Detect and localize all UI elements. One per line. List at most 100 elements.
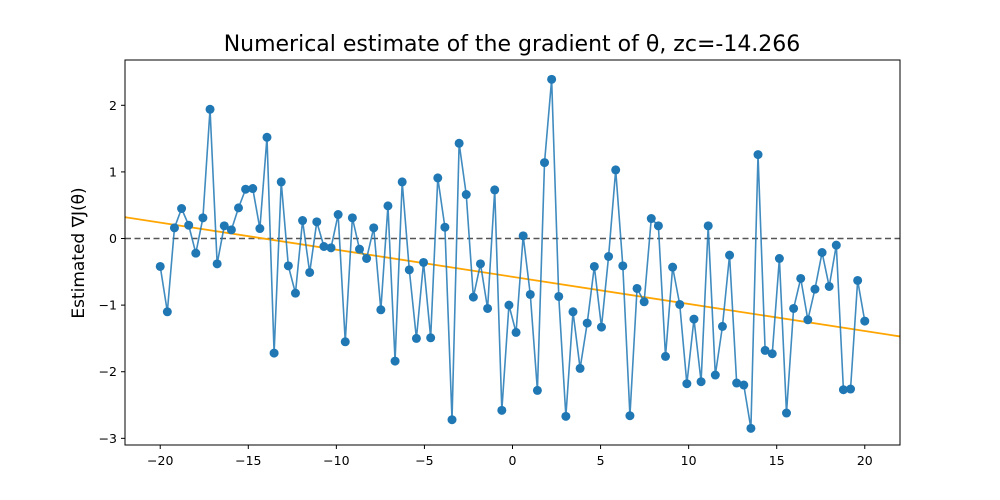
data-point [383, 201, 393, 211]
data-point [753, 150, 763, 160]
data-point [746, 423, 756, 433]
data-point [717, 321, 727, 331]
data-point [767, 349, 777, 359]
data-point [661, 351, 671, 361]
data-point [454, 138, 464, 148]
data-point [305, 267, 315, 277]
data-point [604, 251, 614, 261]
x-tick-label: 5 [597, 453, 605, 468]
x-tick-label: 0 [509, 453, 517, 468]
data-point [155, 261, 165, 271]
data-point [568, 307, 578, 317]
data-point [255, 224, 265, 234]
data-point [732, 378, 742, 388]
data-point [461, 190, 471, 200]
data-point [354, 244, 364, 254]
data-point [411, 333, 421, 343]
data-point [639, 297, 649, 307]
data-point [276, 177, 286, 187]
data-point [248, 184, 258, 194]
data-point [689, 314, 699, 324]
y-tick-label: 0 [109, 231, 117, 246]
data-point [177, 204, 187, 214]
data-point [611, 165, 621, 175]
y-tick-label: −2 [99, 364, 117, 379]
series-line [159, 79, 866, 429]
data-point [162, 307, 172, 317]
data-point [796, 273, 806, 283]
data-point [191, 248, 201, 258]
x-tick-label: 20 [857, 453, 873, 468]
data-point [234, 203, 244, 213]
data-point [497, 405, 507, 415]
data-point [596, 322, 606, 332]
data-point [475, 259, 485, 269]
data-point [397, 177, 407, 187]
data-point [632, 283, 642, 293]
data-point [540, 158, 550, 168]
data-point [789, 303, 799, 313]
data-point [810, 284, 820, 294]
data-point [589, 261, 599, 271]
data-point [760, 345, 770, 355]
data-point [618, 261, 628, 271]
x-tick-label: −20 [147, 453, 173, 468]
data-point [547, 74, 557, 84]
data-point [668, 262, 678, 272]
data-point [831, 240, 841, 250]
data-point [262, 132, 272, 142]
data-point [525, 289, 535, 299]
data-point [504, 300, 514, 310]
y-axis-label: Estimated ∇J(θ) [69, 187, 89, 318]
data-point [582, 318, 592, 328]
data-point [333, 210, 343, 220]
data-point [483, 303, 493, 313]
data-point [269, 348, 279, 358]
data-point [433, 173, 443, 183]
data-point [326, 243, 336, 253]
data-point [226, 225, 236, 235]
x-tick-label: −5 [415, 453, 433, 468]
data-point [710, 370, 720, 380]
data-point [205, 104, 215, 114]
data-point [283, 261, 293, 271]
data-point [532, 385, 542, 395]
data-point [290, 288, 300, 298]
y-tick-label: −1 [99, 298, 117, 313]
data-point [347, 213, 357, 223]
data-point [369, 223, 379, 233]
data-point [447, 415, 457, 425]
plot-frame [124, 59, 901, 446]
data-point [860, 316, 870, 326]
x-tick-label: −15 [235, 453, 261, 468]
data-point [426, 333, 436, 343]
data-point [219, 221, 229, 231]
data-point [312, 217, 322, 227]
data-point [561, 411, 571, 421]
fit-line [124, 216, 901, 338]
data-point [468, 292, 478, 302]
data-point [774, 253, 784, 263]
data-point [169, 223, 179, 233]
data-point [362, 253, 372, 263]
data-point [646, 214, 656, 224]
data-point [198, 213, 208, 223]
data-point [817, 248, 827, 257]
x-tick-label: 15 [769, 453, 785, 468]
data-point [853, 275, 863, 285]
data-point [675, 299, 685, 309]
data-point [241, 184, 251, 194]
data-point [376, 305, 386, 315]
data-point [838, 385, 848, 395]
data-point [554, 291, 564, 301]
data-point [298, 216, 308, 226]
data-point [212, 259, 222, 269]
chart-title: Numerical estimate of the gradient of θ,… [224, 32, 801, 57]
data-point [653, 221, 663, 231]
data-point [725, 250, 735, 260]
data-point [625, 411, 635, 421]
data-point [404, 265, 414, 275]
y-tick-label: 2 [109, 98, 117, 113]
data-point [575, 363, 585, 373]
